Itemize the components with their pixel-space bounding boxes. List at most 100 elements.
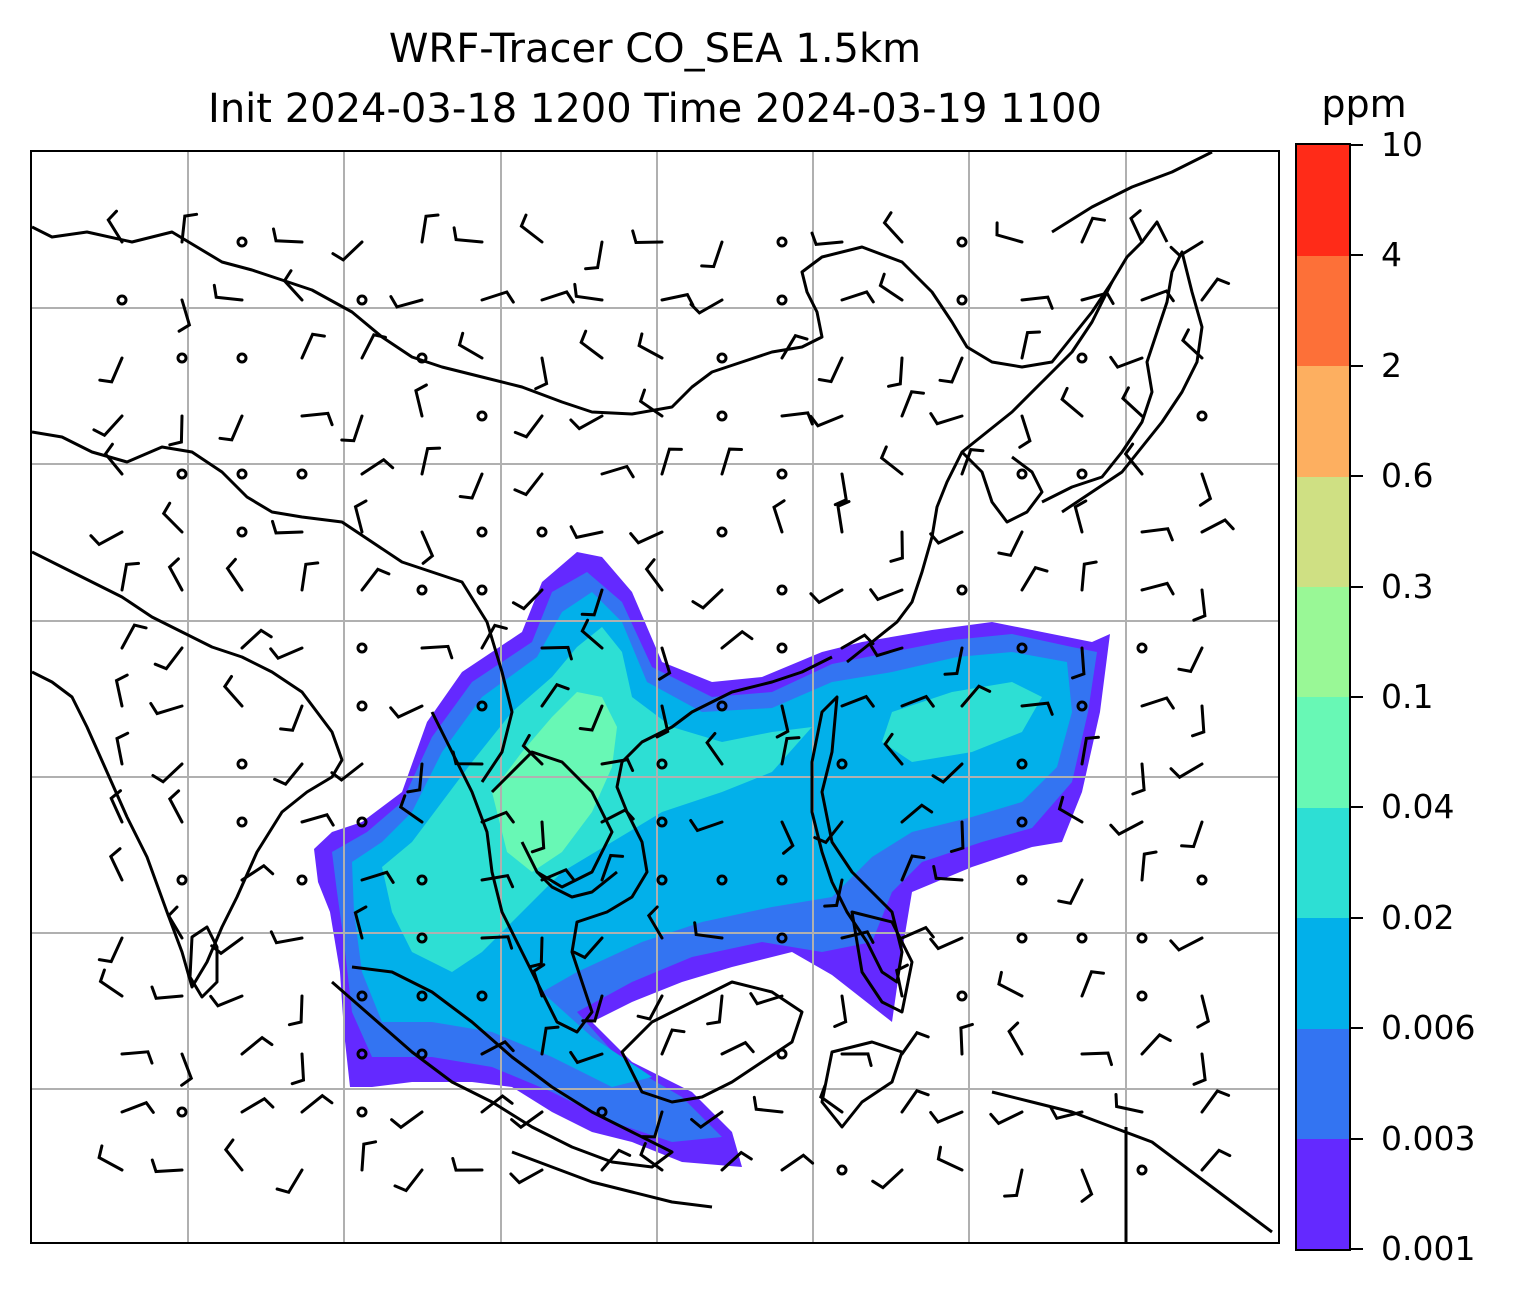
coast-java — [511, 1150, 713, 1209]
wind-barb — [1020, 330, 1041, 360]
wind-barb — [720, 447, 743, 476]
coast-indochina — [430, 655, 833, 1034]
calm-wind-marker — [656, 816, 668, 828]
calm-wind-marker — [656, 758, 668, 770]
calm-wind-marker — [1016, 468, 1028, 480]
wind-barb — [578, 704, 604, 732]
coast-japan — [1041, 250, 1204, 514]
wind-barb — [218, 414, 244, 442]
wind-barb — [1200, 1148, 1232, 1172]
wind-barb — [869, 588, 904, 602]
colorbar-tick — [1351, 916, 1363, 919]
wind-barb — [655, 704, 670, 739]
wind-barb — [115, 731, 130, 766]
colorbar-tick-label: 0.006 — [1381, 1008, 1476, 1048]
wind-barb — [452, 226, 484, 244]
wind-barb — [1007, 1021, 1024, 1056]
wind-barb — [660, 1028, 686, 1056]
wind-barb — [1140, 696, 1175, 710]
wind-barb — [1123, 442, 1144, 476]
wind-barb — [120, 1050, 154, 1065]
wind-barb — [840, 694, 875, 708]
wind-barb — [780, 1153, 815, 1172]
wind-barb — [700, 240, 724, 269]
calm-wind-marker — [236, 526, 248, 538]
calm-wind-marker — [716, 874, 728, 886]
wind-barb — [540, 682, 570, 708]
wind-barb — [638, 388, 664, 418]
coast-east-china — [846, 281, 1114, 664]
calm-wind-marker — [296, 468, 308, 480]
calm-wind-marker — [1076, 468, 1088, 480]
wind-barb — [513, 472, 544, 497]
coast-new-guinea — [991, 1090, 1273, 1234]
wind-barb — [89, 530, 124, 547]
calm-wind-marker — [356, 700, 368, 712]
wind-barb — [840, 290, 875, 304]
coastlines — [32, 152, 1273, 1242]
wind-barb — [840, 633, 875, 650]
wind-barb — [929, 1110, 964, 1124]
colorbar-tick — [1351, 1027, 1363, 1030]
wind-barb — [1109, 355, 1144, 369]
wind-barb — [931, 762, 964, 784]
calm-wind-marker — [956, 990, 968, 1002]
calm-wind-marker — [1196, 410, 1208, 422]
colorbar-band — [1297, 365, 1349, 477]
wind-barb — [660, 292, 695, 307]
calm-wind-marker — [1076, 352, 1088, 364]
wind-barb — [929, 412, 964, 426]
wind-barb — [360, 333, 387, 360]
calm-wind-marker — [416, 1048, 428, 1060]
wind-barb — [959, 1022, 974, 1056]
wind-barb — [540, 645, 573, 661]
wind-barb — [331, 240, 364, 262]
calm-wind-marker — [416, 352, 428, 364]
calm-wind-marker — [776, 874, 788, 886]
calm-wind-marker — [416, 874, 428, 886]
wind-barb — [398, 794, 424, 824]
wind-barb — [997, 970, 1024, 998]
wind-barb — [1180, 820, 1204, 849]
calm-wind-marker — [836, 1164, 848, 1176]
wind-barb — [949, 820, 965, 853]
wind-barb — [569, 414, 604, 431]
wind-barb — [1169, 762, 1204, 780]
wind-barb — [420, 213, 440, 244]
wind-barb — [810, 231, 844, 247]
wind-barb — [1114, 1093, 1144, 1114]
wind-barb — [1109, 820, 1144, 836]
wind-barb — [1020, 565, 1049, 592]
colorbar-band — [1297, 476, 1349, 588]
border-central-asia — [32, 220, 1169, 416]
wind-barb — [1018, 414, 1032, 449]
co-concentration-plume — [314, 552, 1110, 1167]
coast-sulawesi — [820, 1040, 904, 1129]
coast-russia-east — [1051, 152, 1213, 234]
wind-barb — [300, 332, 326, 360]
wind-barb — [900, 854, 926, 882]
calm-wind-marker — [236, 236, 248, 248]
wind-barb — [1131, 762, 1146, 796]
wind-barb — [693, 921, 724, 940]
wind-barb — [240, 863, 275, 882]
wind-barb — [1169, 240, 1204, 258]
calm-wind-marker — [776, 932, 788, 944]
wind-barb — [177, 298, 192, 333]
colorbar-tick-label: 0.04 — [1381, 787, 1455, 827]
wind-barb — [167, 789, 184, 824]
wind-barb — [451, 1157, 484, 1172]
wind-barb — [106, 209, 124, 244]
coast-sri-lanka — [188, 925, 219, 999]
wind-barb — [480, 1094, 514, 1114]
wind-barb — [279, 704, 304, 732]
wind-barb — [840, 930, 875, 944]
wind-barb — [1177, 646, 1204, 674]
wind-barb — [1129, 209, 1144, 244]
coast-india — [32, 550, 344, 989]
calm-wind-marker — [356, 294, 368, 306]
wind-barb — [600, 853, 625, 882]
wind-barb — [1140, 527, 1174, 542]
wind-barb — [900, 1088, 930, 1114]
calm-wind-marker — [716, 700, 728, 712]
